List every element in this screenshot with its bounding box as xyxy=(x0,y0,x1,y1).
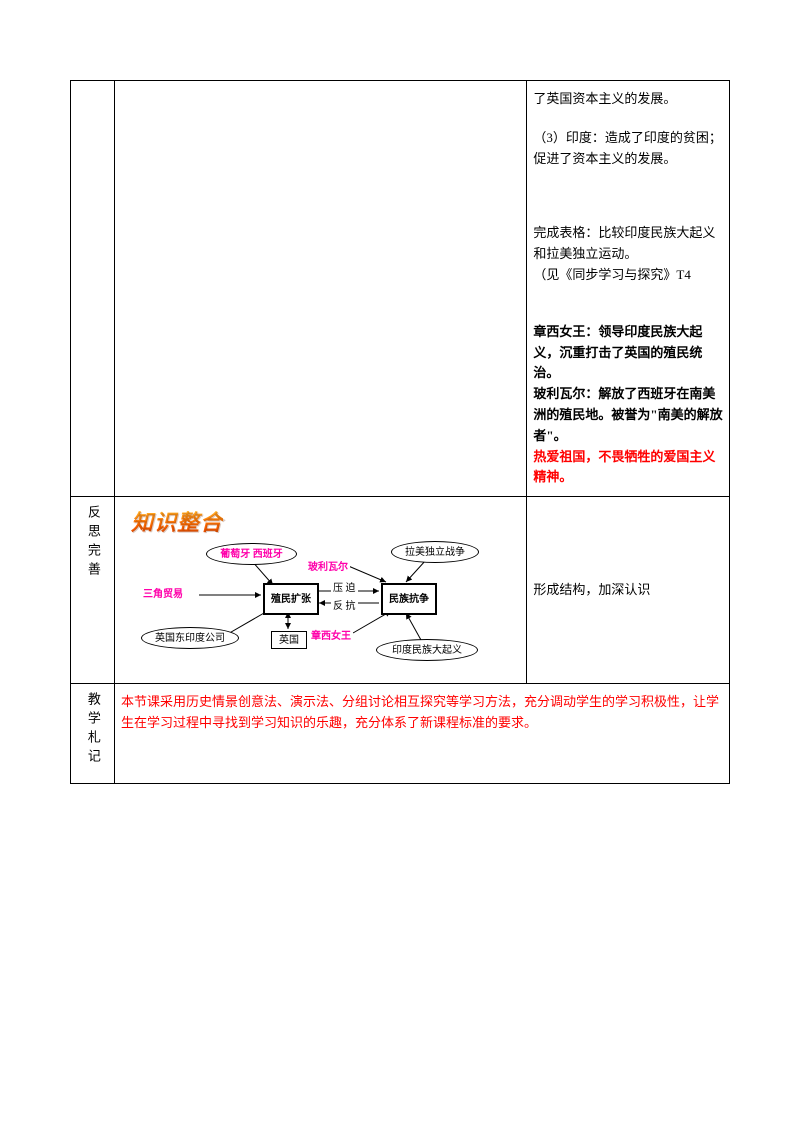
notes-paragraph-highlight: 热爱祖国，不畏牺牲的爱国主义精神。 xyxy=(533,447,723,489)
diagram-label: 三角贸易 xyxy=(141,587,185,603)
diagram-node: 印度民族大起义 xyxy=(376,639,478,661)
row2-label-cell: 反思完善 xyxy=(71,497,115,684)
section-label: 教学札记 xyxy=(82,692,103,768)
row2-diagram-cell: 知识整合 xyxy=(115,497,527,684)
row1-content-cell xyxy=(115,81,527,497)
row2-notes-cell: 形成结构，加深认识 xyxy=(527,497,730,684)
notes-paragraph: 完成表格：比较印度民族大起义和拉美独立运动。 xyxy=(533,223,723,265)
diagram-node: 英国东印度公司 xyxy=(141,627,239,649)
knowledge-diagram: 知识整合 xyxy=(121,505,491,675)
row3-content-cell: 本节课采用历史情景创意法、演示法、分组讨论相互探究等学习方法，充分调动学生的学习… xyxy=(115,684,730,784)
notes-paragraph: 了英国资本主义的发展。 xyxy=(533,89,723,110)
section-label: 反思完善 xyxy=(82,505,103,581)
diagram-label: 反 抗 xyxy=(331,599,358,615)
row3-label-cell: 教学札记 xyxy=(71,684,115,784)
diagram-node: 英国 xyxy=(271,631,307,649)
diagram-core-node: 民族抗争 xyxy=(381,583,437,615)
diagram-node: 葡萄牙 西班牙 xyxy=(206,543,297,565)
row1-notes-cell: 了英国资本主义的发展。 （3）印度：造成了印度的贫困；促进了资本主义的发展。 完… xyxy=(527,81,730,497)
diagram-label: 压 迫 xyxy=(331,581,358,597)
diagram-node: 拉美独立战争 xyxy=(391,541,479,563)
document-table: 了英国资本主义的发展。 （3）印度：造成了印度的贫困；促进了资本主义的发展。 完… xyxy=(70,80,730,784)
notes-paragraph: （3）印度：造成了印度的贫困；促进了资本主义的发展。 xyxy=(533,128,723,170)
notes-paragraph: 形成结构，加深认识 xyxy=(533,580,723,601)
notes-paragraph: 玻利瓦尔：解放了西班牙在南美洲的殖民地。被誉为"南美的解放者"。 xyxy=(533,384,723,446)
table-row: 反思完善 知识整合 xyxy=(71,497,730,684)
diagram-label: 玻利瓦尔 xyxy=(306,560,350,576)
row1-label-cell xyxy=(71,81,115,497)
teaching-notes-text: 本节课采用历史情景创意法、演示法、分组讨论相互探究等学习方法，充分调动学生的学习… xyxy=(121,692,723,734)
notes-paragraph: （见《同步学习与探究》T4 xyxy=(533,265,723,286)
diagram-label: 章西女王 xyxy=(309,629,353,645)
table-row: 了英国资本主义的发展。 （3）印度：造成了印度的贫困；促进了资本主义的发展。 完… xyxy=(71,81,730,497)
diagram-core-node: 殖民扩张 xyxy=(263,583,319,615)
notes-paragraph: 章西女王：领导印度民族大起义，沉重打击了英国的殖民统治。 xyxy=(533,322,723,384)
table-row: 教学札记 本节课采用历史情景创意法、演示法、分组讨论相互探究等学习方法，充分调动… xyxy=(71,684,730,784)
